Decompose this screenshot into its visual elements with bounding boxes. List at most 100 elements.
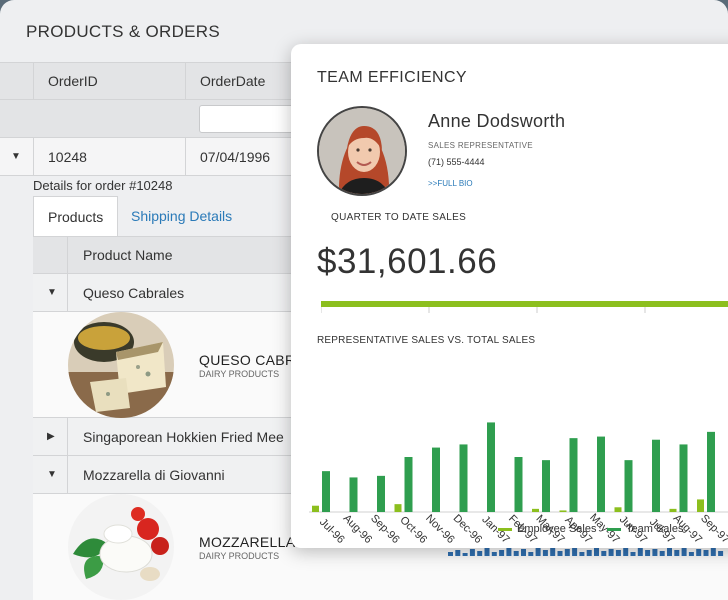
team-sales-bar [569, 438, 578, 512]
mini-bar [659, 551, 665, 556]
mini-bar [586, 550, 592, 556]
mini-bar [557, 551, 563, 556]
team-sales-bar [624, 460, 633, 512]
collapse-arrow-icon[interactable]: ▼ [47, 287, 57, 298]
x-tick-label: Sep-96 [368, 512, 402, 546]
team-sales-bar [404, 457, 413, 512]
column-header-orderdate[interactable]: OrderDate [200, 73, 266, 89]
product-name: Mozzarella di Giovanni [83, 466, 225, 483]
full-bio-link[interactable]: >>FULL BIO [428, 179, 473, 188]
team-sales-bar [322, 471, 330, 512]
mini-bar [521, 549, 526, 556]
legend-employee: Employee Sales [498, 523, 597, 535]
collapse-arrow-icon[interactable]: ▼ [11, 151, 21, 162]
order-date-cell: 07/04/1996 [200, 148, 271, 165]
qtd-progress-bar [321, 301, 728, 307]
mini-bar [484, 548, 490, 556]
tab-shipping-details[interactable]: Shipping Details [131, 208, 233, 224]
mini-bar [674, 550, 680, 556]
mini-bar [535, 548, 541, 556]
mini-bar [579, 552, 585, 556]
mini-bar [550, 546, 556, 556]
mini-bar [564, 549, 570, 556]
product-detail-name: MOZZARELLA D [199, 534, 310, 550]
product-detail-name: QUESO CABRA [199, 352, 305, 368]
x-tick-label: Dec-96 [451, 512, 485, 546]
legend-employee-label: Employee Sales [517, 523, 597, 535]
mini-bar [513, 551, 519, 556]
team-sales-bar [679, 444, 688, 512]
mini-bar [718, 551, 724, 556]
mini-bar [542, 550, 548, 556]
mini-bar [637, 548, 643, 556]
employee-sales-bar [697, 499, 704, 512]
mini-bar [615, 550, 621, 556]
mini-bar [688, 552, 694, 556]
team-sales-bar [487, 422, 495, 512]
mini-bar [681, 548, 687, 556]
team-sales-bar [432, 447, 440, 512]
product-name: Singaporean Hokkien Fried Mee [83, 428, 284, 445]
collapse-arrow-icon[interactable]: ▼ [47, 469, 57, 480]
products-orders-title: PRODUCTS & ORDERS [26, 22, 221, 41]
mini-bar [491, 552, 497, 556]
team-sales-bar [542, 460, 550, 512]
mini-bar [469, 549, 475, 556]
mini-bar [608, 549, 614, 556]
x-tick-label: Sep-97 [698, 512, 728, 546]
mini-bar [645, 550, 651, 556]
mini-bar [448, 552, 453, 556]
progress-ticks [321, 307, 646, 313]
team-sales-bar [349, 477, 358, 512]
mini-bar [703, 550, 709, 556]
mini-bar [506, 547, 512, 556]
mini-bar [667, 547, 672, 556]
mini-bar [499, 550, 505, 556]
employee-sales-bar [614, 507, 622, 512]
mini-bar [696, 549, 702, 556]
mini-bar [630, 552, 636, 556]
team-efficiency-card: TEAM EFFICIENCY Anne Dodsworth SALES REP… [291, 44, 728, 548]
x-tick-label: Nov-96 [423, 512, 457, 546]
orderdate-filter-input[interactable] [199, 105, 299, 133]
qtd-sales-label: QUARTER TO DATE SALES [331, 212, 467, 223]
team-efficiency-title: TEAM EFFICIENCY [317, 69, 468, 86]
product-name: Queso Cabrales [83, 284, 185, 301]
mini-bar [528, 552, 534, 556]
mini-bar [462, 553, 468, 556]
avatar [317, 106, 407, 196]
rep-name: Anne Dodsworth [428, 111, 566, 131]
column-header-orderid[interactable]: OrderID [48, 73, 98, 89]
chart-title: REPRESENTATIVE SALES VS. TOTAL SALES [317, 335, 536, 346]
employee-sales-bar [394, 504, 402, 512]
mini-bar [601, 551, 607, 556]
mini-bar [710, 547, 716, 556]
team-sales-bar [597, 436, 605, 512]
order-id-cell: 10248 [48, 148, 87, 165]
team-sales-bar [514, 457, 523, 512]
mini-bar [455, 550, 461, 556]
team-sales-bar [707, 431, 715, 512]
mini-bar [594, 548, 599, 556]
team-sales-bar [652, 439, 660, 512]
employee-sales-bar [312, 505, 319, 512]
mini-bar [623, 547, 629, 556]
detail-tabs: Products Shipping Details [33, 196, 333, 236]
team-sales-bar [377, 475, 385, 512]
product-detail-category: DAIRY PRODUCTS [199, 369, 280, 379]
mozzarella-image [68, 494, 174, 600]
rep-phone: (71) 555-4444 [428, 157, 485, 167]
mini-bar [652, 549, 658, 556]
mini-bar [572, 547, 578, 556]
tab-products[interactable]: Products [33, 196, 119, 236]
column-header-product-name[interactable]: Product Name [83, 247, 173, 263]
team-sales-bar [459, 444, 468, 512]
qtd-sales-value: $31,601.66 [317, 242, 498, 281]
details-label: Details for order #10248 [33, 178, 173, 193]
x-tick-label: Aug-96 [341, 512, 375, 546]
legend-team: Team Sales [607, 523, 683, 535]
product-detail-category: DAIRY PRODUCTS [199, 551, 280, 561]
expand-arrow-icon[interactable]: ▶ [47, 431, 55, 442]
employee-sales-bar [669, 508, 677, 512]
mini-bar [477, 551, 483, 556]
